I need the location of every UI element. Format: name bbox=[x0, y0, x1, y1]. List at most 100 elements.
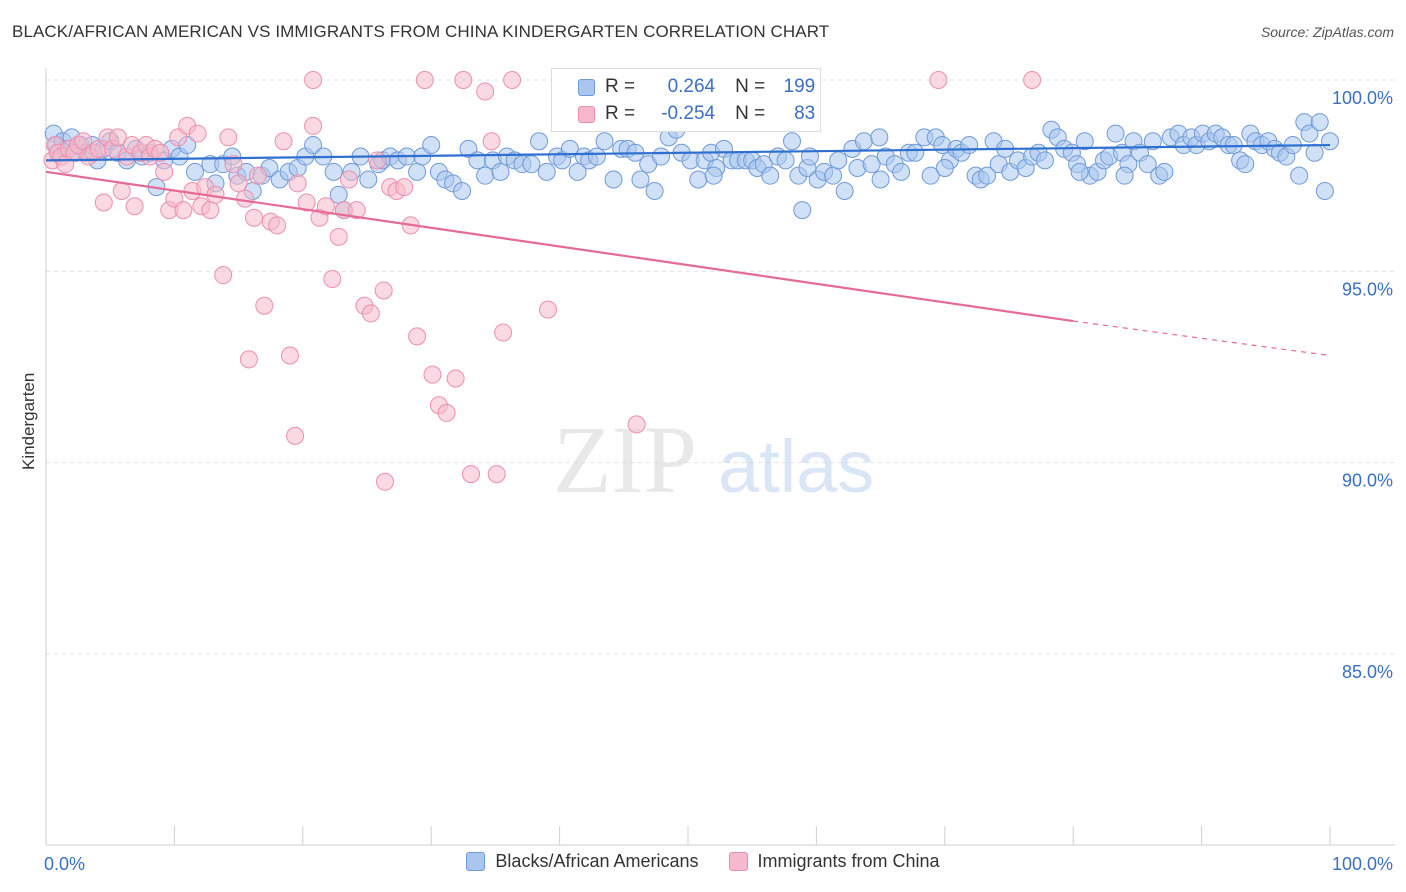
data-point bbox=[112, 181, 131, 200]
data-point bbox=[537, 162, 556, 181]
data-point bbox=[960, 136, 979, 155]
watermark-atlas: atlas bbox=[718, 425, 874, 508]
series-legend: Blacks/African Americans Immigrants from… bbox=[0, 851, 1406, 872]
data-point bbox=[1075, 132, 1094, 151]
y-axis-label: Kindergarten bbox=[19, 372, 38, 470]
data-point bbox=[316, 197, 335, 216]
trend-line-china-extension bbox=[1073, 320, 1331, 357]
trend-line-china bbox=[45, 170, 1074, 323]
data-point bbox=[188, 124, 207, 143]
data-point bbox=[108, 128, 127, 147]
data-point bbox=[347, 201, 366, 220]
data-point bbox=[324, 162, 343, 181]
data-point bbox=[395, 178, 414, 197]
legend-r-label: R = bbox=[605, 103, 636, 124]
y-tick-label: 100.0% bbox=[1332, 88, 1393, 108]
data-point bbox=[1236, 155, 1255, 174]
data-point bbox=[935, 159, 954, 178]
data-point bbox=[446, 369, 465, 388]
data-point bbox=[854, 132, 873, 151]
data-point bbox=[422, 136, 441, 155]
data-point bbox=[829, 151, 848, 170]
series-legend-label: Immigrants from China bbox=[757, 851, 940, 871]
data-point bbox=[1300, 124, 1319, 143]
data-point bbox=[304, 136, 323, 155]
data-point bbox=[1106, 124, 1125, 143]
data-point bbox=[185, 162, 204, 181]
data-point bbox=[374, 281, 393, 300]
y-tick-label: 85.0% bbox=[1342, 662, 1393, 682]
data-point bbox=[288, 174, 307, 193]
data-point bbox=[892, 162, 911, 181]
data-point bbox=[494, 323, 513, 342]
data-point bbox=[94, 193, 113, 212]
data-point bbox=[1310, 113, 1329, 132]
data-point bbox=[1070, 162, 1089, 181]
data-point bbox=[248, 166, 267, 185]
data-point bbox=[268, 216, 287, 235]
data-point bbox=[323, 269, 342, 288]
correlation-legend: R = 0.264 N = 199 R = -0.254 N = 83 bbox=[551, 68, 821, 132]
tick-labels: 100.0% 95.0% 90.0% 85.0% 0.0% 100.0% bbox=[44, 88, 1393, 874]
data-point bbox=[462, 465, 481, 484]
legend-r-value: 0.264 bbox=[667, 76, 716, 97]
data-point bbox=[329, 227, 348, 246]
data-point bbox=[408, 327, 427, 346]
data-point bbox=[539, 300, 558, 319]
data-point bbox=[522, 155, 541, 174]
data-point bbox=[761, 166, 780, 185]
data-point bbox=[437, 403, 456, 422]
legend-row-china: R = -0.254 N = 83 bbox=[578, 101, 815, 127]
data-point bbox=[783, 132, 802, 151]
data-point bbox=[340, 170, 359, 189]
data-point bbox=[1321, 132, 1339, 151]
data-point bbox=[870, 128, 889, 147]
data-point bbox=[255, 296, 274, 315]
data-point bbox=[487, 465, 506, 484]
legend-row-blacks: R = 0.264 N = 199 bbox=[578, 74, 815, 100]
legend-r-label: R = bbox=[605, 76, 636, 97]
data-point bbox=[835, 181, 854, 200]
data-point bbox=[174, 201, 193, 220]
legend-swatch-pink bbox=[578, 105, 595, 123]
data-point bbox=[595, 132, 614, 151]
data-point bbox=[631, 170, 650, 189]
series-china bbox=[43, 71, 1042, 491]
data-point bbox=[824, 166, 843, 185]
data-point bbox=[1143, 132, 1162, 151]
data-point bbox=[476, 82, 495, 101]
data-point bbox=[1155, 162, 1174, 181]
data-point bbox=[415, 71, 434, 89]
data-point bbox=[652, 147, 671, 166]
legend-n-value: 199 bbox=[783, 76, 816, 97]
trend-lines bbox=[45, 143, 1331, 357]
y-tick-label: 95.0% bbox=[1342, 279, 1393, 299]
data-point bbox=[297, 193, 316, 212]
data-point bbox=[359, 170, 378, 189]
data-point bbox=[214, 266, 233, 285]
trend-line-blacks bbox=[45, 143, 1331, 162]
legend-n-value: 83 bbox=[794, 103, 816, 124]
data-point bbox=[568, 162, 587, 181]
y-tick-label: 90.0% bbox=[1342, 471, 1393, 491]
data-point bbox=[286, 426, 305, 445]
data-point bbox=[151, 143, 170, 162]
series-legend-china: Immigrants from China bbox=[728, 851, 940, 872]
data-point bbox=[627, 415, 646, 434]
axes bbox=[45, 68, 1395, 846]
data-point bbox=[229, 174, 248, 193]
data-point bbox=[224, 155, 243, 174]
x-tick-label: 100.0% bbox=[1332, 854, 1393, 874]
data-point bbox=[978, 166, 997, 185]
source-label: Source: ZipAtlas.com bbox=[1260, 24, 1394, 40]
data-point bbox=[423, 365, 442, 384]
data-point bbox=[491, 162, 510, 181]
watermark: ZIP atlas bbox=[553, 406, 874, 513]
data-point bbox=[239, 350, 258, 369]
data-point bbox=[375, 472, 394, 491]
series-legend-blacks: Blacks/African Americans bbox=[466, 851, 699, 872]
data-point bbox=[361, 304, 380, 323]
data-point bbox=[704, 166, 723, 185]
data-point bbox=[530, 132, 549, 151]
